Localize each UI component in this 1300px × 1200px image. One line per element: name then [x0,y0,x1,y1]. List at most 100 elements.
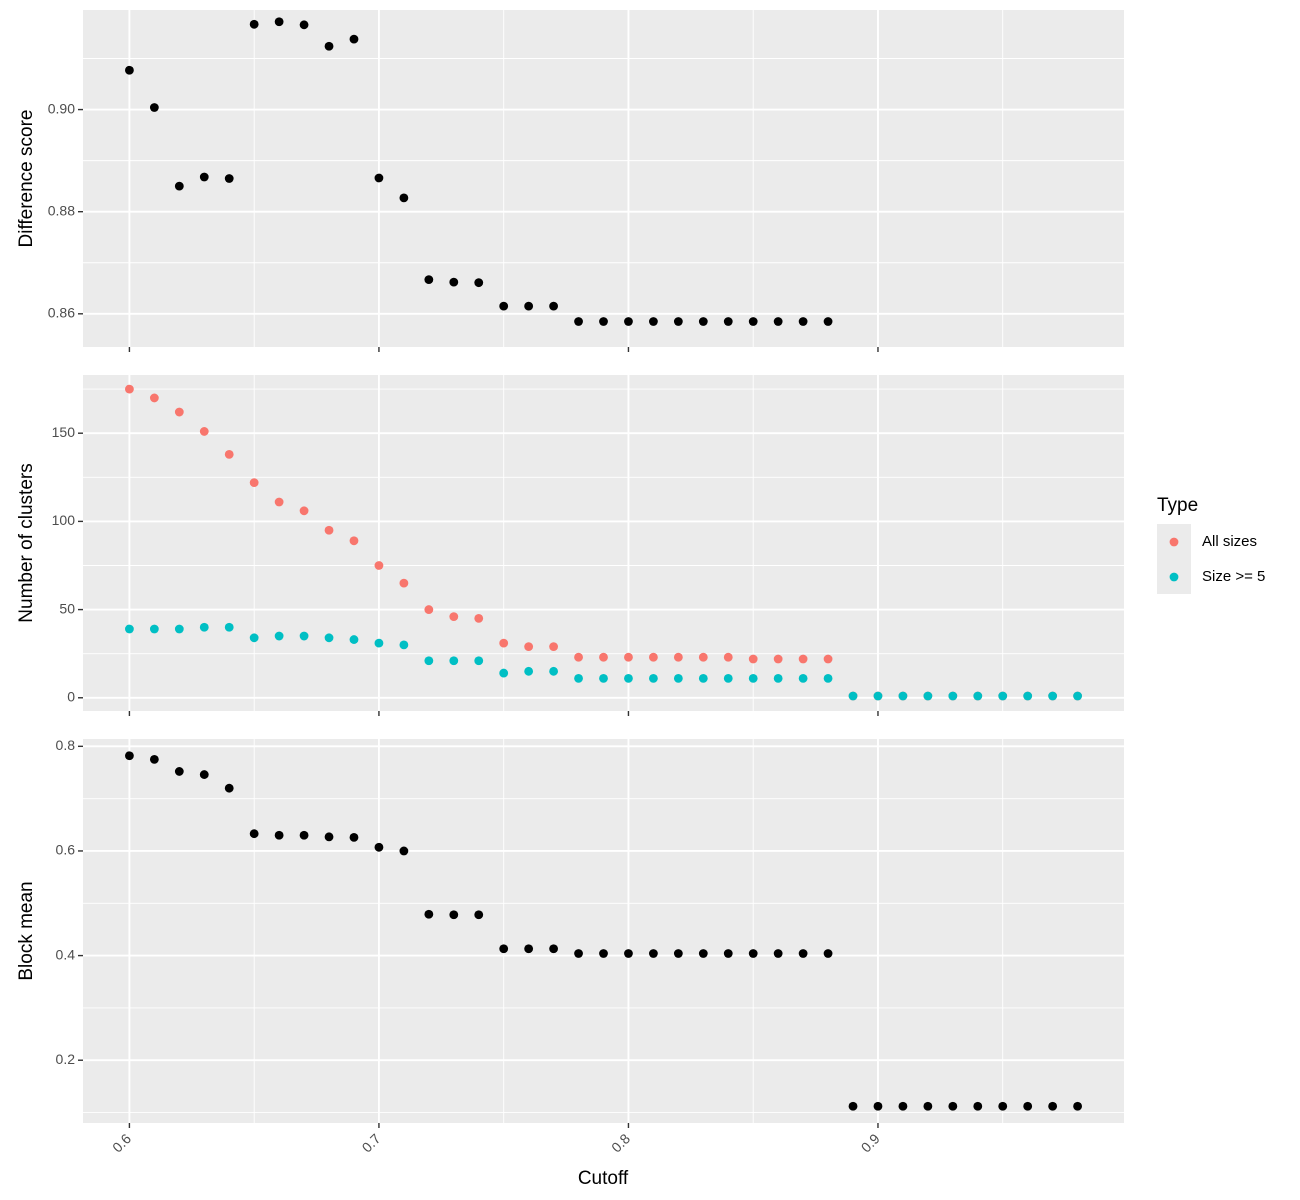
data-point [998,691,1008,701]
data-point [125,384,134,394]
series-1 [125,751,1082,1111]
y-axis-title: Difference score [16,110,37,248]
legend-label: Size >= 5 [1202,568,1265,585]
data-point [673,673,683,683]
data-point [499,944,509,954]
data-point [249,478,259,487]
data-point [224,174,234,183]
y-tick-label: 0.4 [56,946,76,962]
data-point [199,622,209,632]
data-point [224,449,234,459]
data-point [374,173,384,183]
data-point [274,830,284,840]
data-point [174,407,184,417]
data-point [673,949,683,958]
series-1 [125,17,833,326]
data-point [249,633,259,643]
legend-label: All sizes [1202,533,1257,550]
data-point [748,317,758,326]
data-point [748,673,758,683]
data-point [773,949,783,958]
data-point [673,652,683,662]
legend: Type All sizes Size >= 5 [1157,495,1265,594]
data-point [798,317,808,326]
y-tick-label: 0.88 [48,202,75,218]
data-point [449,656,459,666]
data-point [1023,1101,1033,1111]
data-point [649,949,658,958]
data-point [649,317,658,326]
y-tick-label: 50 [59,600,75,616]
data-point [1073,1101,1082,1111]
data-point [748,654,758,664]
y-tick-label: 0.90 [48,100,75,116]
data-point [873,691,883,701]
data-point [798,949,808,958]
data-point [224,622,234,632]
data-point [823,654,833,664]
data-point [698,317,708,326]
y-tick-label: 0.2 [56,1051,76,1067]
legend-key-background [1157,524,1191,594]
data-point [1048,1101,1058,1111]
data-point [149,624,159,634]
data-point [898,691,908,701]
data-point [773,673,783,683]
data-point [349,34,359,44]
data-point [823,317,833,326]
data-point [349,536,359,546]
data-point [948,691,958,701]
data-point [624,673,633,683]
data-point [549,666,558,676]
data-point [574,673,583,683]
data-point [274,497,284,507]
data-point [599,949,608,958]
data-point [848,691,858,701]
data-point [299,830,309,840]
data-point [374,561,384,570]
data-point [748,949,758,958]
data-point [449,277,459,287]
data-point [349,832,359,842]
data-point [324,41,334,51]
data-point [299,506,309,516]
data-point [474,656,484,666]
data-point [224,783,234,793]
data-point [474,910,484,920]
panel-2: 0 50 100 150 Number of clusters [16,375,1124,716]
data-point [798,673,808,683]
data-point [449,910,459,920]
data-point [424,656,434,666]
data-point [324,525,334,535]
data-point [149,393,159,403]
data-point [299,631,309,641]
legend-key [1169,572,1179,582]
data-point [823,673,833,683]
data-point [424,605,434,614]
y-axis-title: Number of clusters [16,463,37,622]
x-tick-label: 0.6 [109,1130,134,1155]
data-point [274,631,284,641]
legend-title: Type [1157,495,1198,516]
data-point [649,652,658,662]
y-axis-title: Block mean [16,881,37,980]
data-point [174,181,184,191]
data-point [399,640,409,650]
legend-item: All sizes [1169,533,1257,550]
data-point [624,949,633,958]
data-point [324,633,334,643]
panel-3: 0.6 0.7 0.8 0.9 0.2 0.4 0.6 0.8 Block mean [16,737,1124,1156]
data-point [973,1101,983,1111]
x-tick-label: 0.8 [608,1130,633,1155]
y-tick-label: 100 [52,512,76,528]
data-point [873,1101,883,1111]
series-2 [125,622,1082,701]
data-point [524,944,534,954]
data-point [1073,691,1082,701]
data-point [973,691,983,701]
panel-background [83,739,1124,1123]
data-point [399,578,409,588]
data-point [948,1101,958,1111]
data-point [174,767,184,776]
